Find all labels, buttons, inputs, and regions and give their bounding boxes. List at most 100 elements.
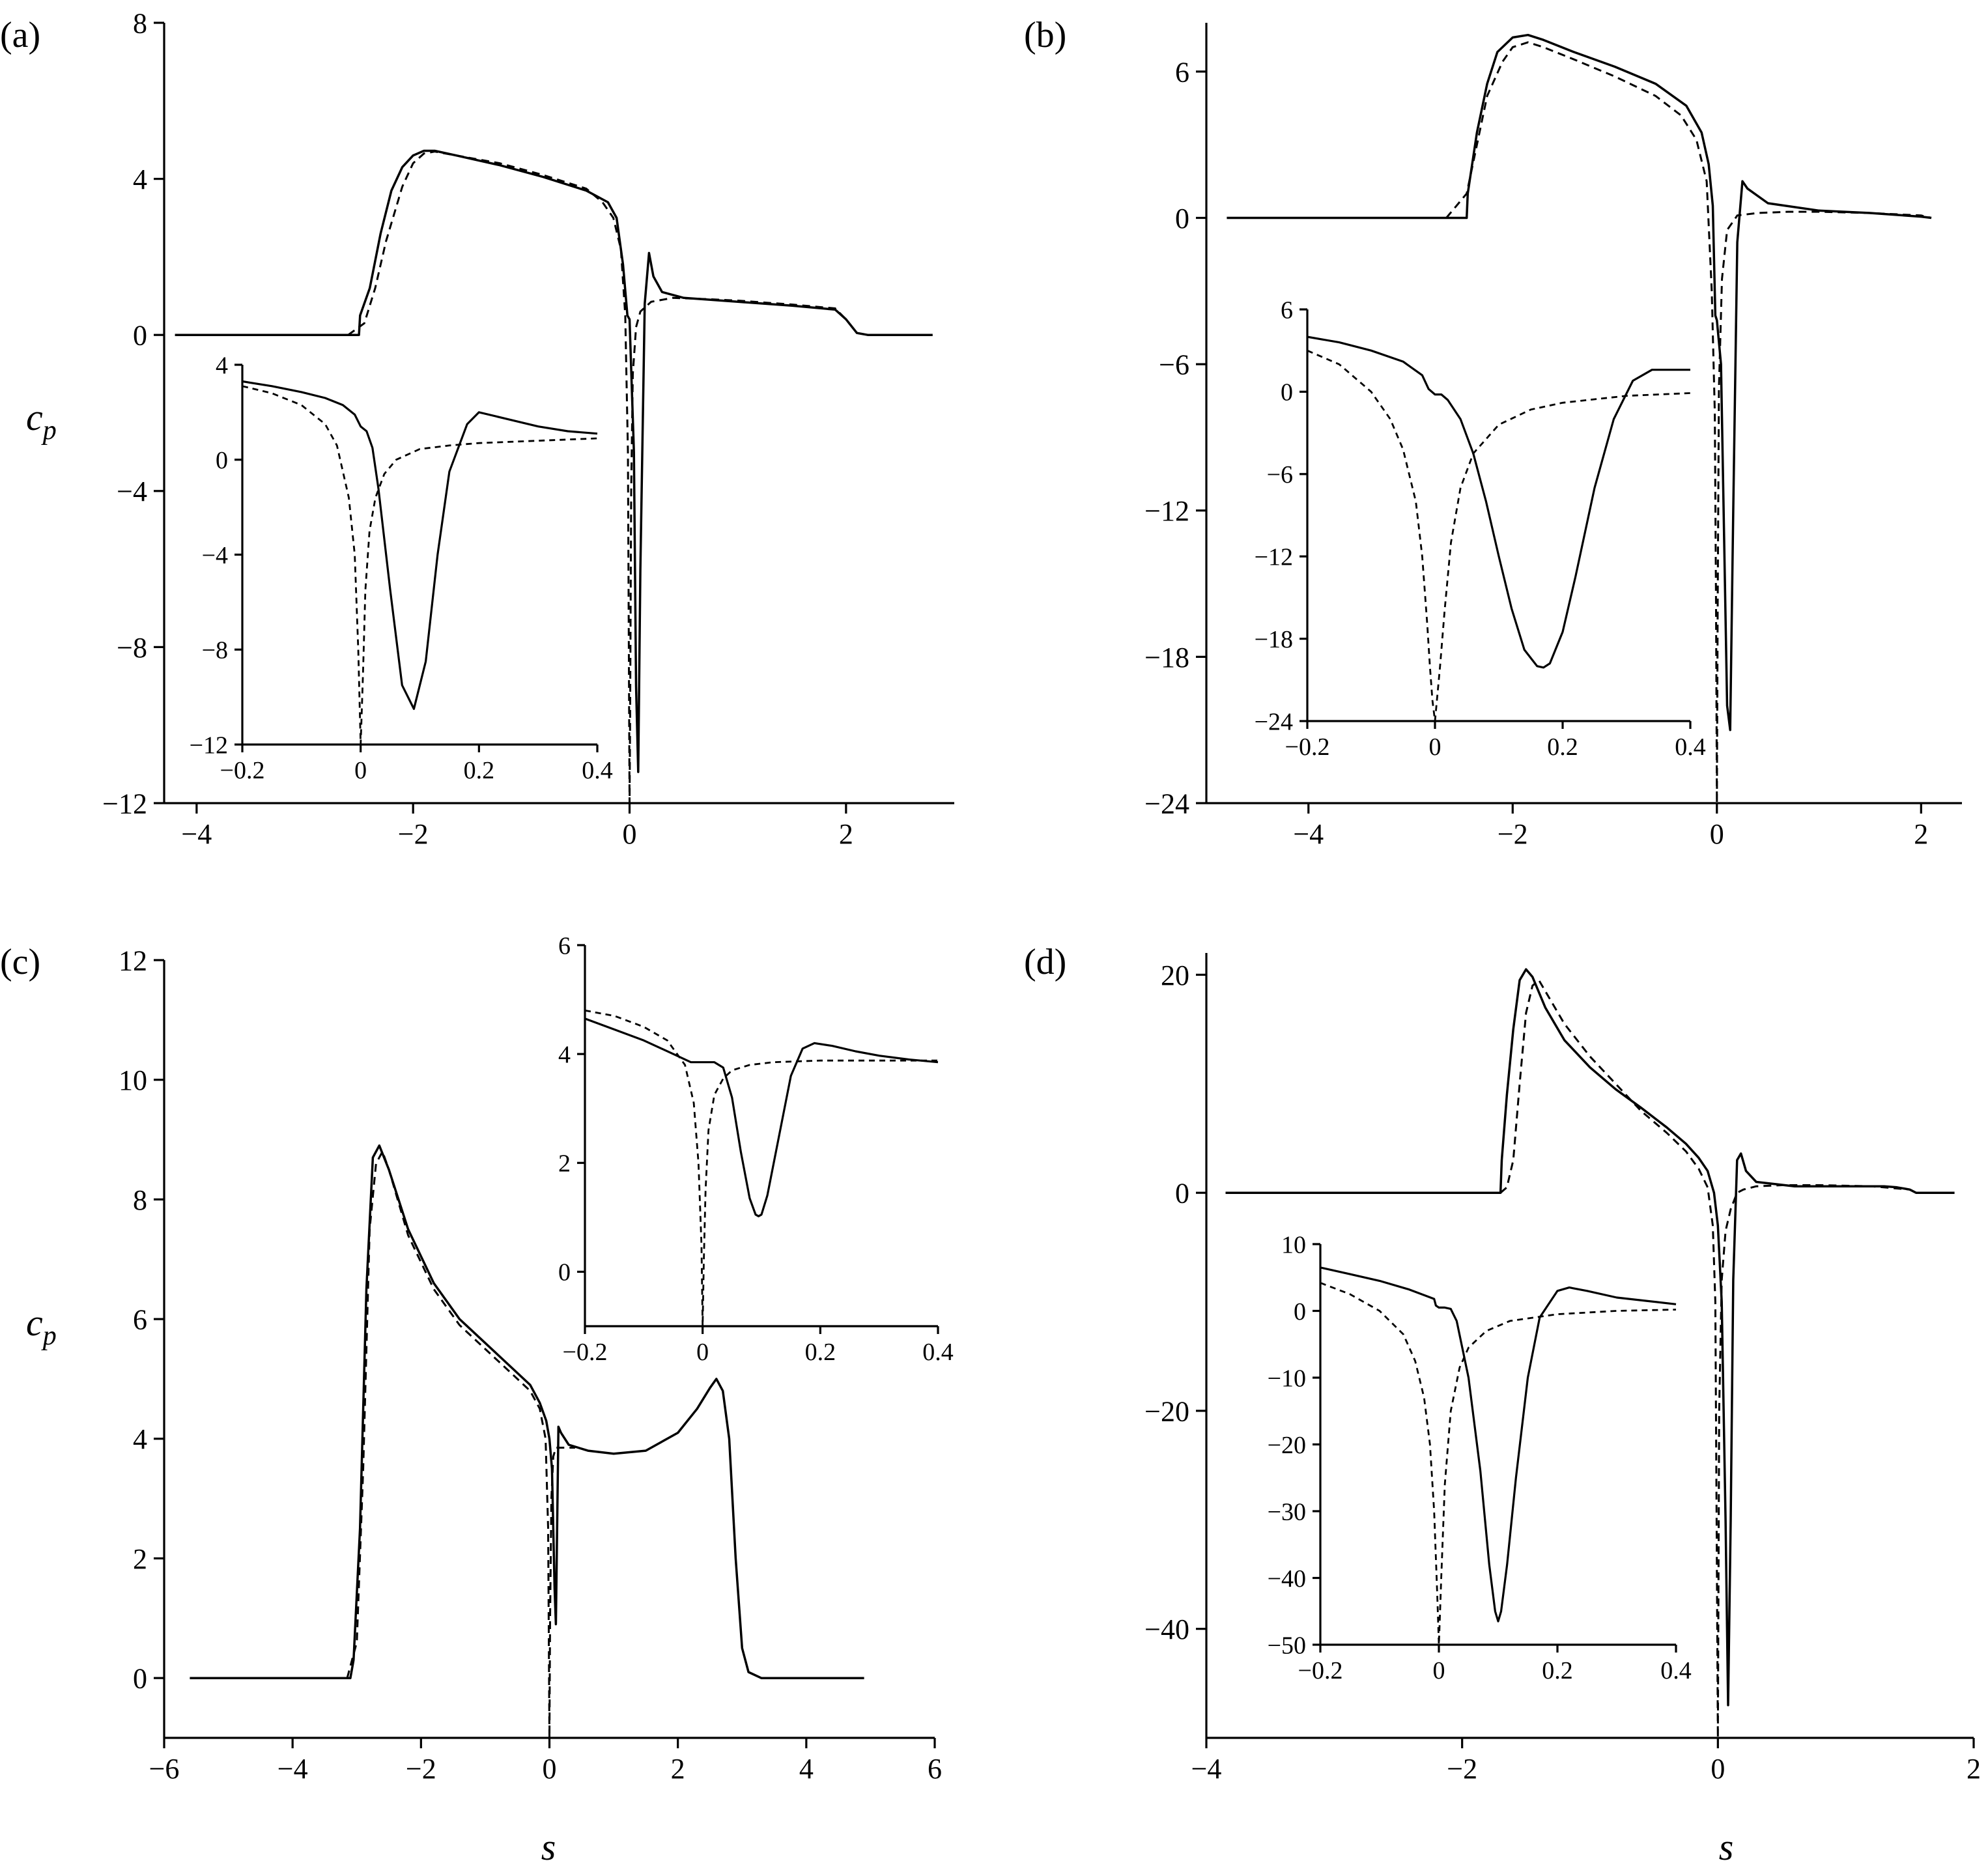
panel-c-inset-x-tick-label: 0 (696, 1339, 709, 1366)
panel-b-inset-x-tick-label: 0.2 (1547, 733, 1578, 761)
panel-a-main-y-tick-label: 0 (133, 320, 147, 352)
panel-c-inset-background (584, 944, 941, 1327)
panel-c-main-x-tick-label: 0 (543, 1753, 557, 1785)
panel-a-inset-series-dashed-line (242, 385, 598, 745)
panel-b-inset-series-solid-line (1307, 335, 1690, 669)
panel-a: −4 −2 0 2 8 4 0 −4 −8 −12 (a) cp −0.2 0 0.2 0.4 4 0 −4 −8 −1… (0, 7, 954, 850)
panel-b-inset-series-dashed-line (1307, 349, 1691, 722)
panel-d-main-x-tick-label: −4 (1191, 1753, 1222, 1785)
panel-b-main-y-tick-label: −18 (1144, 642, 1189, 674)
panel-c-inset-x-tick-label: 0.4 (922, 1339, 954, 1366)
panel-a-inset-series-solid-line (242, 380, 598, 710)
panel-a-inset-x-tick-label: 0.2 (464, 757, 495, 784)
panel-c-main-x-tick-label: −6 (149, 1753, 180, 1785)
panel-d-inset-x-tick-label: 0.4 (1660, 1657, 1692, 1684)
panel-a-inset: −0.2 0 0.2 0.4 4 0 −4 −8 −12 (190, 352, 613, 784)
panel-a-inset-y-tick-label: −4 (202, 542, 228, 569)
panel-c-main-x-tick-label: 6 (928, 1753, 942, 1785)
panel-c-y-axis-label-main: c (26, 1301, 43, 1344)
panel-d-main-y-tick-label: 20 (1161, 959, 1189, 991)
panel-a-inset-x-tick-label: 0.4 (582, 757, 613, 784)
panel-a-main-y-tick-label: 4 (133, 163, 147, 195)
panel-c-main-x-tick-label: −2 (406, 1753, 436, 1785)
panel-d-inset-x-tick-label: −0.2 (1298, 1657, 1343, 1684)
panel-b: −4 −2 0 2 6 0 −6 −12 −18 −24 (b) −0.2 0 0.2 0.4 6 0 −6 −12… (1024, 15, 1962, 850)
panel-b-main-series-dashed-line (1445, 41, 1932, 804)
panel-a-main-x-tick-label: −4 (181, 818, 212, 850)
panel-d-main-x-tick-label: 2 (1967, 1753, 1981, 1785)
panel-d-inset-background (1319, 1243, 1679, 1646)
panel-a-inset-y-tick-label: 0 (216, 447, 228, 474)
panel-c-main-y-tick-label: 4 (133, 1423, 147, 1455)
panel-c-inset-series-dashed-line (585, 1009, 938, 1327)
panel-b-main-x-tick-label: 0 (1710, 818, 1724, 850)
panel-c-main-y-tick-label: 6 (133, 1303, 147, 1335)
panel-c-main-y-tick-label: 10 (119, 1064, 147, 1096)
panel-b-main-y-tick-label: −24 (1144, 788, 1189, 819)
panel-d-main-series-solid-line (1225, 968, 1955, 1707)
panel-b-inset-y-tick-label: −6 (1267, 461, 1293, 489)
panel-c-main-y-tick-label: 12 (119, 944, 147, 976)
panel-d-inset-series-solid-line (1320, 1266, 1677, 1623)
panel-a-y-axis-label-subscript: p (41, 416, 57, 446)
panel-a-y-axis-label: cp (26, 396, 57, 446)
panel-b-inset-y-tick-label: −12 (1255, 544, 1293, 571)
panel-c-main-y-tick-label: 2 (133, 1543, 147, 1575)
panel-d-main-x-tick-label: 0 (1711, 1753, 1725, 1785)
panel-b-inset-y-tick-label: 0 (1281, 379, 1293, 406)
panel-d-main-y-tick-label: −40 (1144, 1613, 1189, 1645)
panel-c-inset-y-tick-label: 0 (558, 1259, 571, 1286)
panel-a-main-y-tick-label: 8 (133, 7, 147, 39)
panel-d-main-x-tick-label: −2 (1447, 1753, 1477, 1785)
panel-d-inset-y-tick-label: −30 (1268, 1498, 1306, 1526)
panel-a-main-y-tick-label: −8 (117, 632, 147, 664)
panel-b-inset-y-tick-label: −18 (1255, 626, 1293, 653)
panel-c-inset: −0.2 0 0.2 0.4 6 4 2 0 (558, 932, 954, 1366)
panel-d-x-axis-label: s (1719, 1826, 1734, 1868)
panel-d-inset: −0.2 0 0.2 0.4 10 0 −10 −20 −30 −40 −50 (1268, 1231, 1692, 1684)
panel-c-inset-y-tick-label: 4 (558, 1041, 571, 1068)
panel-b-main-x-tick-label: 2 (1914, 818, 1928, 850)
panel-c-y-axis-label-subscript: p (41, 1321, 57, 1351)
panel-a-inset-x-tick-label: 0 (354, 757, 367, 784)
panel-a-main-series-solid-line (175, 149, 933, 773)
panel-a-main-x-tick-label: −2 (398, 818, 429, 850)
panel-d-inset-x-tick-label: 0 (1433, 1657, 1445, 1684)
panel-a-inset-y-tick-label: −12 (190, 731, 228, 759)
panel-b-inset-background (1306, 308, 1693, 722)
panel-d-main-y-tick-label: −20 (1144, 1395, 1189, 1427)
panel-d-inset-y-tick-label: 0 (1294, 1298, 1306, 1326)
panel-b-inset: −0.2 0 0.2 0.4 6 0 −6 −12 −18 −24 (1255, 296, 1706, 761)
panel-a-inset-y-tick-label: −8 (202, 637, 228, 664)
panel-a-main-y-tick-label: −4 (117, 476, 147, 507)
panel-a-label: (a) (0, 15, 40, 55)
panel-c-main-series-dashed-line (346, 1149, 575, 1739)
panel-b-inset-y-tick-label: 6 (1281, 296, 1293, 324)
panel-d-label: (d) (1024, 942, 1066, 982)
panel-c-main-x-tick-label: 2 (671, 1753, 685, 1785)
panel-b-inset-y-tick-label: −24 (1255, 708, 1293, 735)
panel-d-inset-y-tick-label: −20 (1268, 1432, 1306, 1459)
panel-a-inset-background (241, 363, 600, 746)
panel-c-main-y-tick-label: 0 (133, 1663, 147, 1695)
panel-a-main-y-tick-label: −12 (102, 788, 147, 819)
panel-c-main-x-tick-label: 4 (799, 1753, 814, 1785)
panel-b-inset-x-tick-label: 0.4 (1675, 733, 1706, 761)
panel-b-main-y-tick-label: 6 (1175, 56, 1189, 88)
panel-b-main-series-solid-line (1227, 33, 1932, 731)
panel-b-main-x-tick-label: −4 (1293, 818, 1324, 850)
panel-d-inset-y-tick-label: 10 (1281, 1231, 1306, 1258)
panel-a-inset-x-tick-label: −0.2 (220, 757, 265, 784)
panel-c: −6 −4 −2 0 2 4 6 12 10 8 6 4 2 0 (c) cp s −0.2 0 0.2 0.4 6 4 2 0 (0, 932, 954, 1868)
panel-b-main-y-tick-label: 0 (1175, 203, 1189, 234)
panel-d-inset-y-tick-label: −40 (1268, 1565, 1306, 1593)
panel-b-main-y-tick-label: −6 (1159, 349, 1189, 381)
panel-c-inset-x-tick-label: −0.2 (563, 1339, 608, 1366)
panel-d-inset-y-tick-label: −50 (1268, 1632, 1306, 1659)
panel-c-inset-y-tick-label: 2 (558, 1150, 571, 1178)
panel-c-main-series-solid-line (190, 1144, 864, 1679)
panel-c-inset-y-tick-label: 6 (558, 932, 571, 959)
